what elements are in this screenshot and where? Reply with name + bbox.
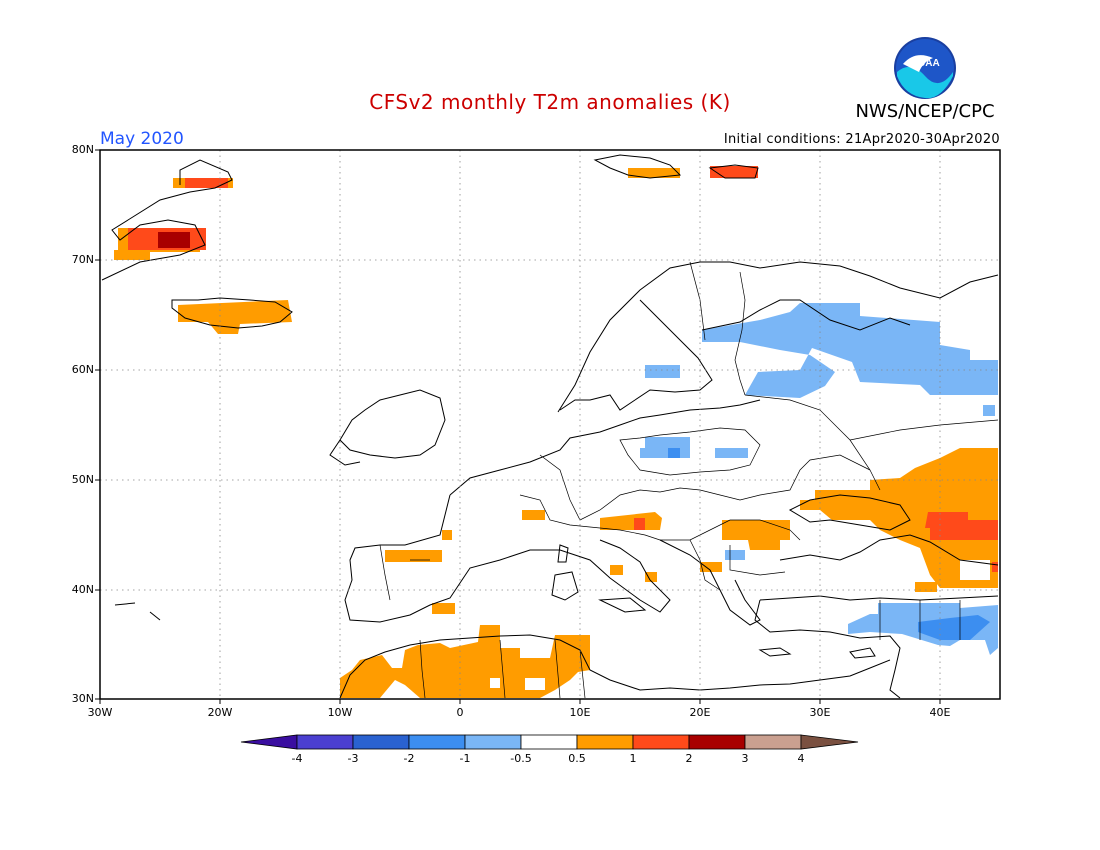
- chart-title: CFSv2 monthly T2m anomalies (K): [369, 90, 731, 114]
- colorbar-label: 4: [797, 752, 805, 765]
- colorbar-swatch: [520, 734, 578, 750]
- colorbar-swatch: [632, 734, 690, 750]
- lat-label: 60N: [71, 363, 94, 376]
- colorbar-swatch: [352, 734, 410, 750]
- lon-label: 20E: [689, 706, 711, 719]
- colorbar-swatch: [800, 734, 859, 750]
- colorbar-label: -1: [459, 752, 471, 765]
- lon-label: 0: [456, 706, 464, 719]
- lon-label: 10E: [569, 706, 591, 719]
- noaa-logo-text: NOAA: [910, 58, 939, 69]
- colorbar-swatch: [576, 734, 634, 750]
- lat-label: 50N: [71, 473, 94, 486]
- lon-label: 40E: [929, 706, 951, 719]
- noaa-logo: NOAA: [894, 37, 956, 99]
- coastlines: [101, 154, 999, 699]
- lon-label: 20W: [207, 706, 233, 719]
- colorbar-label: -3: [347, 752, 359, 765]
- colorbar-label: 0.5: [568, 752, 586, 765]
- colorbar-label: -2: [403, 752, 415, 765]
- colorbar-label: -0.5: [510, 752, 532, 765]
- lon-label: 30W: [87, 706, 113, 719]
- axis-ticks: [95, 149, 941, 704]
- colorbar-swatch: [240, 734, 298, 750]
- colorbar-label: -4: [291, 752, 303, 765]
- colorbar-swatch: [688, 734, 746, 750]
- initial-conditions: Initial conditions: 21Apr2020-30Apr2020: [723, 132, 1000, 147]
- lat-label: 30N: [71, 692, 94, 705]
- lon-label: 30E: [809, 706, 831, 719]
- lon-label: 10W: [327, 706, 353, 719]
- lat-label: 70N: [71, 253, 94, 266]
- colorbar-swatch: [464, 734, 522, 750]
- colorbar-swatch: [296, 734, 354, 750]
- lat-label: 40N: [71, 583, 94, 596]
- anomaly-patches: [114, 166, 998, 698]
- country-borders: [379, 261, 999, 699]
- agency-label: NWS/NCEP/CPC: [855, 101, 995, 122]
- colorbar-label: 2: [685, 752, 693, 765]
- colorbar-swatch: [408, 734, 466, 750]
- colorbar-label: 1: [629, 752, 637, 765]
- colorbar-label: 3: [741, 752, 749, 765]
- lat-label: 80N: [71, 143, 94, 156]
- colorbar: [240, 734, 859, 750]
- colorbar-swatch: [744, 734, 802, 750]
- map-gridlines: [100, 150, 1000, 699]
- forecast-month: May 2020: [100, 129, 184, 149]
- map-frame: [99, 149, 1001, 700]
